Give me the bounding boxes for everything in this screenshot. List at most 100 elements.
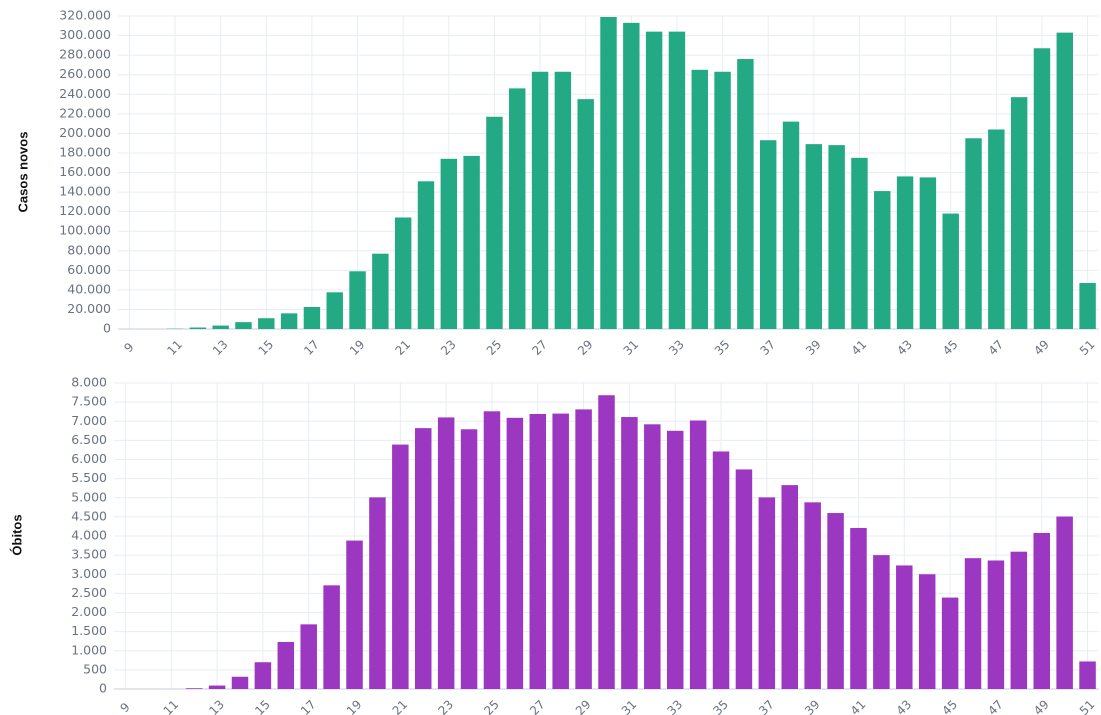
x-tick-label: 41 — [848, 697, 869, 715]
y-tick-label: 180.000 — [59, 144, 111, 159]
bar-week-38 — [781, 485, 799, 689]
bar-week-28 — [552, 413, 569, 689]
y-tick-label: 3.000 — [71, 566, 107, 581]
bar-week-22 — [414, 428, 432, 689]
bar-week-48 — [1010, 551, 1028, 689]
bar-week-18 — [323, 585, 340, 689]
bar-week-41 — [850, 527, 867, 689]
y-tick-label: 0 — [103, 321, 111, 336]
bar-week-41 — [851, 157, 868, 329]
bar-week-12 — [185, 688, 203, 689]
x-tick-label: 17 — [298, 697, 319, 715]
x-tick-label: 35 — [712, 337, 733, 358]
bar-week-44 — [918, 574, 936, 689]
x-tick-label: 25 — [481, 697, 502, 715]
bar-week-33 — [666, 430, 684, 689]
y-tick-label: 140.000 — [59, 184, 111, 199]
y-tick-label: 4.500 — [71, 508, 107, 523]
y-axis-label-casos-novos: Casos novos — [15, 132, 30, 213]
bar-week-35 — [712, 451, 730, 689]
y-tick-label: 160.000 — [59, 164, 111, 179]
bar-week-46 — [964, 558, 982, 689]
x-tick-label: 13 — [206, 697, 227, 715]
bar-week-33 — [668, 31, 686, 330]
bar-week-34 — [689, 420, 707, 689]
y-tick-label: 2.500 — [71, 585, 107, 600]
y-tick-label: 5.000 — [71, 489, 107, 504]
x-tick-label: 39 — [803, 337, 824, 358]
x-tick-label: 45 — [940, 337, 961, 358]
y-tick-label: 0 — [99, 681, 107, 696]
bar-week-23 — [437, 417, 455, 689]
y-tick-label: 120.000 — [59, 203, 111, 218]
x-tick-label: 31 — [621, 337, 642, 358]
bar-week-26 — [509, 88, 526, 329]
x-tick-label: 51 — [1077, 697, 1098, 715]
bar-week-27 — [529, 413, 547, 689]
y-tick-label: 5.500 — [71, 470, 107, 485]
bar-week-44 — [919, 177, 937, 329]
x-tick-label: 31 — [619, 697, 640, 715]
bar-week-42 — [874, 191, 891, 329]
bar-week-20 — [369, 497, 386, 689]
x-tick-label: 19 — [344, 697, 365, 715]
y-tick-label: 6.500 — [71, 432, 107, 447]
bar-week-17 — [300, 624, 317, 689]
bar-week-45 — [942, 213, 959, 329]
bar-week-30 — [600, 16, 617, 330]
bar-week-49 — [1033, 532, 1050, 689]
bar-week-50 — [1056, 32, 1073, 330]
x-tick-label: 23 — [438, 337, 459, 358]
x-tick-label: 41 — [849, 337, 870, 358]
bar-week-16 — [277, 641, 295, 689]
y-tick-label: 320.000 — [59, 8, 111, 23]
y-tick-label: 7.500 — [71, 394, 107, 409]
bar-week-37 — [759, 140, 777, 329]
y-tick-label: 60.000 — [67, 262, 111, 277]
bar-week-47 — [988, 129, 1005, 329]
bar-week-21 — [394, 217, 412, 329]
x-tick-label: 37 — [757, 337, 778, 358]
bar-week-37 — [758, 497, 776, 689]
bar-week-19 — [346, 540, 363, 689]
x-tick-label: 49 — [1031, 697, 1052, 715]
bar-week-49 — [1033, 48, 1051, 329]
bar-week-36 — [737, 59, 754, 329]
bar-week-51 — [1079, 661, 1096, 689]
bar-week-42 — [873, 555, 890, 689]
y-tick-label: 1.000 — [71, 642, 107, 657]
x-tick-label: 17 — [301, 337, 322, 358]
y-tick-label: 80.000 — [67, 242, 111, 257]
x-tick-label: 43 — [894, 337, 915, 358]
bar-week-28 — [554, 71, 572, 330]
x-tick-label: 29 — [573, 697, 594, 715]
bar-week-17 — [303, 306, 321, 329]
bar-week-14 — [235, 322, 252, 329]
y-tick-label: 280.000 — [59, 47, 111, 62]
x-tick-label: 15 — [252, 697, 273, 715]
x-tick-label: 35 — [710, 697, 731, 715]
bar-week-29 — [575, 409, 592, 689]
bar-week-43 — [896, 565, 913, 689]
y-tick-label: 300.000 — [59, 27, 111, 42]
x-tick-label: 47 — [985, 697, 1006, 715]
y-tick-label: 240.000 — [59, 86, 111, 101]
bar-week-32 — [645, 31, 663, 330]
bar-week-24 — [463, 155, 480, 329]
x-tick-label: 39 — [802, 697, 823, 715]
x-tick-label: 9 — [117, 700, 132, 715]
bar-week-35 — [714, 71, 731, 330]
bar-week-16 — [280, 313, 298, 329]
bar-week-15 — [258, 318, 275, 329]
chart-obitos: Óbitos 0 500 1.000 1.500 2.000 2.500 3.000 3.50… — [9, 375, 1099, 715]
bar-week-47 — [987, 560, 1005, 689]
bar-week-25 — [486, 116, 503, 329]
bar-week-13 — [212, 325, 229, 329]
y-tick-label: 3.500 — [71, 547, 107, 562]
x-tick-label: 37 — [756, 697, 777, 715]
bar-week-21 — [392, 444, 409, 689]
bar-week-15 — [254, 662, 272, 689]
chart-casos-novos: Casos novos 0 20.000 40.000 60.000 80.000 100… — [15, 8, 1099, 358]
bar-week-19 — [349, 271, 366, 329]
x-tick-label: 43 — [894, 697, 915, 715]
